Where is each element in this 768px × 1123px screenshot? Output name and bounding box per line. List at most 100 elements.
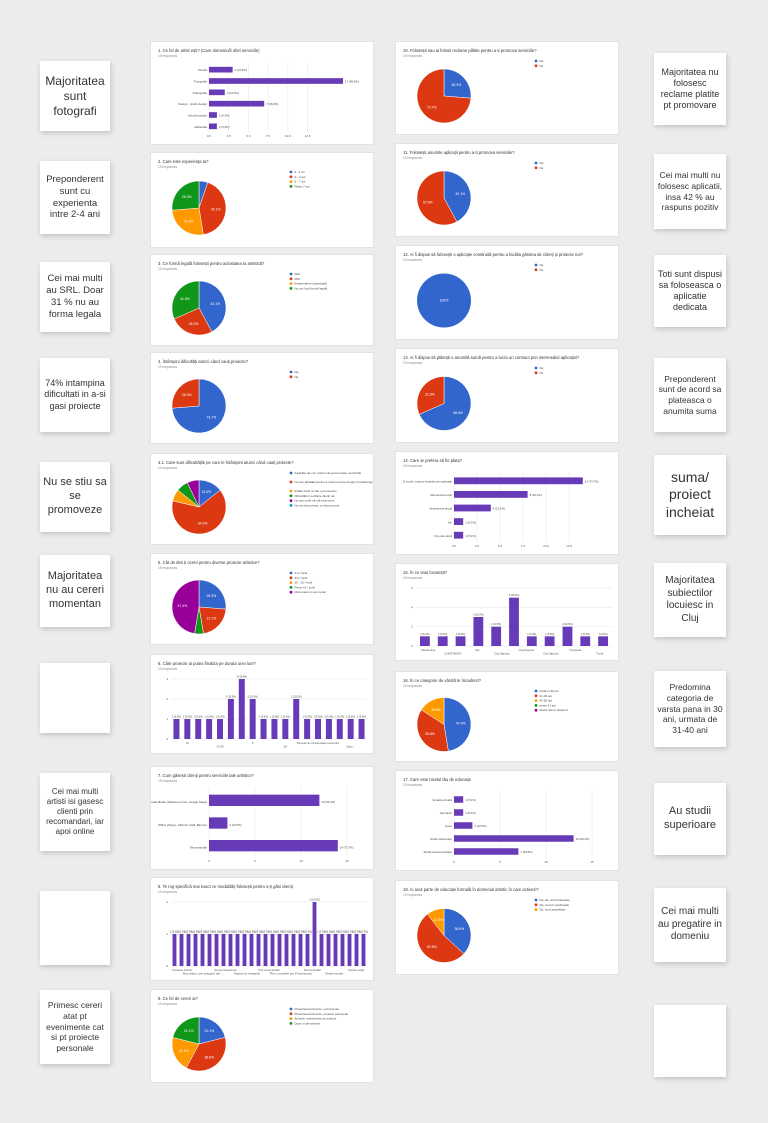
question-title: 1. Ce fel de artist ești? (Care domeniu/… <box>158 48 260 53</box>
question-title: 17. Care este nivelul tău de educație <box>403 777 471 782</box>
data-label: 1 (5.3%) <box>219 931 228 934</box>
data-label: 2 (10.5%) <box>226 696 237 699</box>
data-label: 1 (5.3%) <box>345 931 354 934</box>
data-label: 1 (5.3%) <box>226 931 235 934</box>
x-tick-label: 10.0 <box>543 544 549 548</box>
response-count: 19 responses <box>158 566 178 570</box>
slice-label: 26.3% <box>206 594 216 598</box>
data-label: 1 (5.3%) <box>219 113 230 117</box>
bar-7 <box>526 636 537 646</box>
x-tick-label: 12.5 <box>566 544 572 548</box>
data-label: 1 (5.3%) <box>303 716 312 719</box>
x-tick-label: 15 <box>345 859 349 863</box>
data-label: 1 (5.3%) <box>545 633 554 636</box>
data-label: 1 (5.3%) <box>465 534 476 538</box>
x-tick-label: Cluj-Napoca <box>519 648 535 652</box>
bar-12 <box>293 699 300 739</box>
data-label: 1 (5.3%) <box>313 716 322 719</box>
x-tick-label: Pagina de Instagram <box>234 972 260 976</box>
y-tick-label: 0 <box>166 964 168 968</box>
legend-swatch <box>289 499 293 502</box>
legend-swatch <box>534 708 538 712</box>
legend-entry: Nu <box>540 268 544 272</box>
x-tick-label: Timișoara <box>569 648 582 652</box>
bar-1 <box>209 66 233 73</box>
response-count: 19 responses <box>158 667 178 671</box>
data-label: 8 (42.1%) <box>530 493 542 497</box>
note-text: Au studii superioare <box>664 805 716 831</box>
bar-23 <box>326 934 331 966</box>
x-tick-label: 2.5 <box>475 544 480 548</box>
bar-2 <box>454 809 464 816</box>
pie-slice-2 <box>416 913 465 963</box>
bar-3 <box>454 504 491 512</box>
question-title: 6. Câte proiecte ai putea finaliza pe du… <box>158 661 256 666</box>
slice-label: 21.1% <box>179 1049 189 1053</box>
question-title: 5. Cât de des ți cereri pentru diverse p… <box>158 560 260 565</box>
legend-swatch <box>289 494 293 498</box>
category-label: Online (Social Media, Website-ul meu, Go… <box>151 800 207 804</box>
note-text: Cei mai multi artisti isi gasesc clienti… <box>46 787 104 836</box>
data-label: 2 (10.5%) <box>247 696 258 699</box>
bar-2 <box>454 491 528 498</box>
legend-entry: Nu știu unde să mă promovez <box>295 499 335 503</box>
legend-swatch <box>289 370 293 374</box>
slice-label: 73.7% <box>427 106 437 110</box>
bar-18 <box>358 719 365 739</box>
pie-slice-1 <box>443 697 472 752</box>
x-tick-label: Maramureș <box>421 648 436 652</box>
legend-swatch <box>289 287 293 290</box>
y-tick-label: 0 <box>411 644 413 648</box>
legend-entry: Da <box>540 161 544 165</box>
pie-slice-1 <box>417 273 471 328</box>
legend-entry: Nu <box>540 64 544 68</box>
y-tick-label: 0 <box>166 737 168 741</box>
bar-18 <box>291 934 296 966</box>
data-label: 1 (5.3%) <box>289 931 298 934</box>
data-label: 2 (10.5%) <box>562 623 573 626</box>
bar-1 <box>454 477 583 485</box>
bar-12 <box>249 934 254 966</box>
slice-label: 36.8% <box>204 1055 214 1059</box>
bar-5 <box>209 112 217 118</box>
slice-label: 26.3% <box>182 393 192 397</box>
response-count: 14 responses <box>158 466 178 470</box>
legend-swatch <box>289 277 293 281</box>
legend-swatch <box>289 1012 293 1016</box>
pie-slice-2 <box>185 1037 227 1072</box>
question-card-2: 2. Care este experiența ta? 19 responses 4… <box>150 152 374 248</box>
data-label: 1 (5.3%) <box>296 931 305 934</box>
bar-5 <box>200 934 205 966</box>
data-label: 1 (5.3%) <box>275 931 284 934</box>
note-text: Majoritatea sunt fotografi <box>45 73 105 118</box>
right-note-6: Majoritatea subiectilor locuiesc in Cluj <box>654 563 726 637</box>
right-note-1: Majoritatea nu folosesc reclame platite … <box>654 53 726 125</box>
legend-swatch <box>289 489 293 493</box>
bar-14 <box>315 719 321 739</box>
category-label: Nu este cazul <box>434 534 452 538</box>
response-count: 19 responses <box>158 54 178 58</box>
bar-6 <box>227 699 234 739</box>
x-tick-label: Depi... <box>347 745 355 749</box>
category-label: Design - Grafic design <box>178 102 207 106</box>
legend-entry: Momentan nu am cereri <box>295 590 327 594</box>
bar-10 <box>580 636 591 646</box>
response-count: 19 responses <box>158 365 178 369</box>
question-title: 16. În ce categorie de vârstă te încadre… <box>403 678 481 683</box>
note-text: Predomina categoria de varsta pana in 30… <box>657 682 723 735</box>
category-label: Gimnaziu <box>440 811 453 815</box>
x-tick-label: Recomandări <box>304 968 321 972</box>
question-card-14: 13. Ai fi dispus să plătești o anumită s… <box>395 348 619 443</box>
data-label: 1 (5.3%) <box>352 931 361 934</box>
bar-6 <box>209 123 217 130</box>
x-tick-label: 0 <box>208 859 210 863</box>
question-title: 18. Ai avut parte de educație formală în… <box>403 887 539 892</box>
data-label: 14 (73.7%) <box>340 846 354 850</box>
bar-19 <box>298 934 303 966</box>
legend-entry: Doar o sub-ramură <box>295 1021 321 1025</box>
data-label: 1 (5.3%) <box>215 716 224 719</box>
